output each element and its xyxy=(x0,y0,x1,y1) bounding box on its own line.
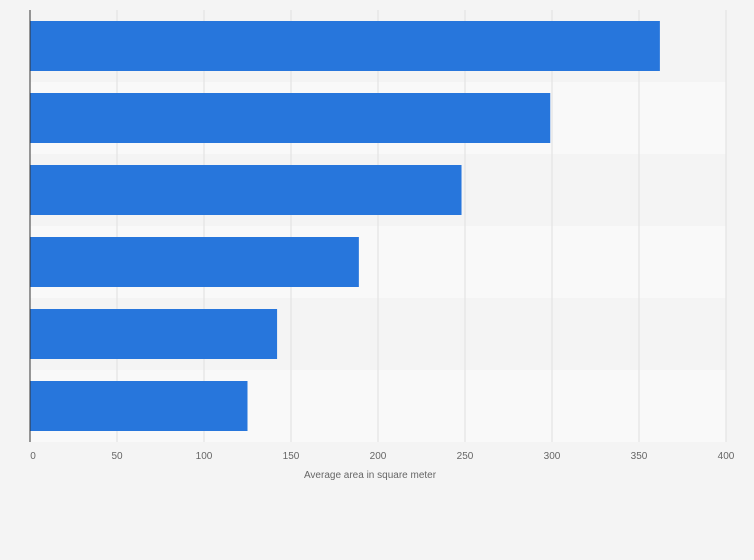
x-tick-label: 0 xyxy=(30,451,36,462)
bar xyxy=(30,21,660,71)
bars xyxy=(30,21,660,431)
x-tick-labels: 0 50 100 150 200 250 300 350 400 xyxy=(30,451,735,462)
x-tick-label: 400 xyxy=(718,451,735,462)
x-tick-label: 150 xyxy=(283,451,300,462)
x-tick-label: 250 xyxy=(457,451,474,462)
bar xyxy=(30,165,462,215)
bar xyxy=(30,237,359,287)
x-tick-label: 100 xyxy=(196,451,213,462)
x-tick-label: 50 xyxy=(111,451,123,462)
x-tick-label: 300 xyxy=(544,451,561,462)
bar xyxy=(30,93,551,143)
x-tick-label: 350 xyxy=(631,451,648,462)
bar xyxy=(30,381,248,431)
bar xyxy=(30,309,278,359)
x-tick-label: 200 xyxy=(370,451,387,462)
x-axis-title: Average area in square meter xyxy=(304,470,437,481)
gridlines xyxy=(116,10,727,442)
